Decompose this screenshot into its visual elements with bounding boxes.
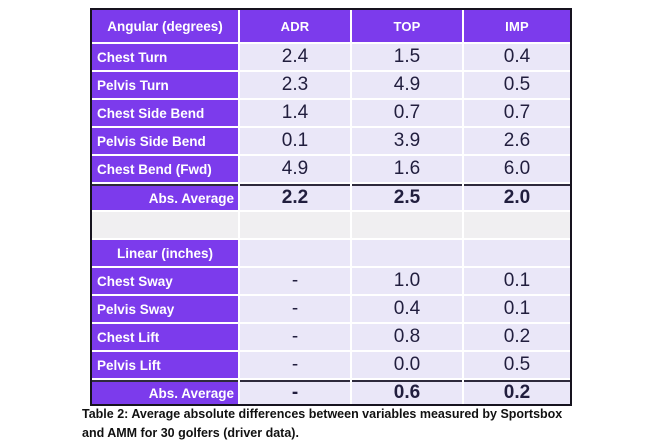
empty-cell — [240, 240, 350, 266]
row-label-chest-side-bend: Chest Side Bend — [92, 100, 238, 126]
cell-value: 0.1 — [464, 268, 570, 294]
cell-value: 0.6 — [352, 380, 462, 404]
cell-value: 2.6 — [464, 128, 570, 154]
row-label-chest-sway: Chest Sway — [92, 268, 238, 294]
cell-value: 0.4 — [464, 44, 570, 70]
angular-average-label: Abs. Average — [92, 184, 238, 210]
cell-value: 2.4 — [240, 44, 350, 70]
cell-value: - — [240, 268, 350, 294]
row-label-pelvis-side-bend: Pelvis Side Bend — [92, 128, 238, 154]
cell-value: 2.3 — [240, 72, 350, 98]
cell-value: 0.1 — [464, 296, 570, 322]
empty-cell — [352, 240, 462, 266]
column-header-top: TOP — [352, 10, 462, 42]
row-label-chest-turn: Chest Turn — [92, 44, 238, 70]
cell-value: - — [240, 296, 350, 322]
cell-value: - — [240, 324, 350, 350]
cell-value: 0.2 — [464, 380, 570, 404]
spacer-cell — [464, 212, 570, 238]
column-header-adr: ADR — [240, 10, 350, 42]
row-label-pelvis-sway: Pelvis Sway — [92, 296, 238, 322]
column-header-imp: IMP — [464, 10, 570, 42]
linear-section-title: Linear (inches) — [92, 240, 238, 266]
cell-value: 1.5 — [352, 44, 462, 70]
cell-value: 2.0 — [464, 184, 570, 210]
cell-value: 4.9 — [240, 156, 350, 182]
linear-average-label: Abs. Average — [92, 380, 238, 404]
angular-section-title: Angular (degrees) — [92, 10, 238, 42]
cell-value: 4.9 — [352, 72, 462, 98]
cell-value: 0.8 — [352, 324, 462, 350]
cell-value: 0.7 — [352, 100, 462, 126]
cell-value: - — [240, 380, 350, 404]
table-caption: Table 2: Average absolute differences be… — [82, 405, 582, 443]
cell-value: 0.4 — [352, 296, 462, 322]
spacer-cell — [352, 212, 462, 238]
cell-value: 3.9 — [352, 128, 462, 154]
cell-value: 2.5 — [352, 184, 462, 210]
cell-value: 1.0 — [352, 268, 462, 294]
row-label-chest-lift: Chest Lift — [92, 324, 238, 350]
spacer-cell — [240, 212, 350, 238]
cell-value: 2.2 — [240, 184, 350, 210]
cell-value: 0.2 — [464, 324, 570, 350]
cell-value: - — [240, 352, 350, 378]
measurement-table: Angular (degrees) ADR TOP IMP Chest Turn… — [90, 8, 572, 406]
cell-value: 0.5 — [464, 72, 570, 98]
cell-value: 6.0 — [464, 156, 570, 182]
cell-value: 0.5 — [464, 352, 570, 378]
empty-cell — [464, 240, 570, 266]
cell-value: 1.6 — [352, 156, 462, 182]
row-label-pelvis-lift: Pelvis Lift — [92, 352, 238, 378]
cell-value: 0.7 — [464, 100, 570, 126]
row-label-chest-bend-fwd: Chest Bend (Fwd) — [92, 156, 238, 182]
row-label-pelvis-turn: Pelvis Turn — [92, 72, 238, 98]
cell-value: 1.4 — [240, 100, 350, 126]
cell-value: 0.0 — [352, 352, 462, 378]
spacer-cell — [92, 212, 238, 238]
cell-value: 0.1 — [240, 128, 350, 154]
